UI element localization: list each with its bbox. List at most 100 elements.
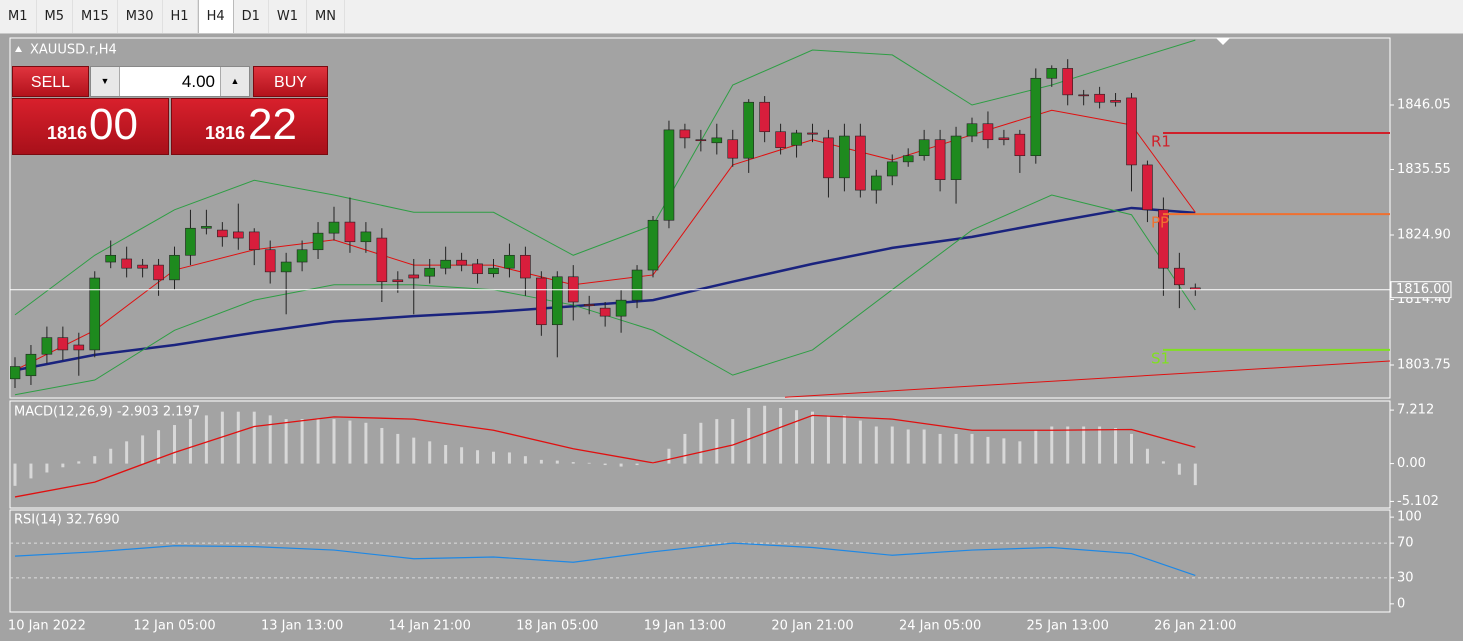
candle-body	[233, 231, 244, 239]
macd-bar	[1082, 426, 1086, 464]
candle-body	[153, 264, 164, 281]
indicator-line	[14, 206, 1196, 372]
timeframe-button[interactable]: W1	[269, 0, 308, 33]
macd-bar	[922, 429, 926, 464]
indicator-line	[14, 109, 1196, 371]
timeframe-button[interactable]: H4	[197, 0, 234, 33]
macd-bar	[1034, 430, 1038, 464]
candle-body	[1110, 100, 1121, 103]
macd-bar	[938, 433, 942, 464]
candle-body	[1142, 164, 1153, 211]
macd-bar	[348, 420, 352, 464]
lot-input[interactable]: ▼ 4.00 ▲	[90, 66, 250, 97]
ask-price[interactable]: 1816 22	[171, 98, 328, 155]
y-tick-label: 1803.75	[1397, 357, 1451, 372]
trendline	[784, 360, 1390, 398]
macd-bar	[635, 463, 639, 466]
candle-body	[312, 232, 324, 251]
candle-body	[934, 139, 946, 180]
timeframe-toolbar: M1 M5 M15 M30 H1 H4 D1 W1 MN	[0, 0, 1463, 34]
macd-bar	[874, 426, 878, 464]
macd-bar	[842, 415, 846, 464]
rsi-frame	[9, 509, 1391, 613]
candle-body	[1078, 94, 1089, 97]
macd-bar	[826, 415, 830, 464]
candle-body	[663, 129, 675, 221]
candle-body	[679, 129, 691, 139]
candle-body	[392, 279, 404, 283]
y-tick-label: 70	[1397, 536, 1414, 551]
macd-bar	[61, 463, 65, 468]
x-tick-label: 19 Jan 13:00	[644, 619, 726, 634]
candle-body	[169, 254, 180, 281]
timeframe-button[interactable]: MN	[307, 0, 345, 33]
macd-bar	[667, 448, 671, 464]
macd-bar	[93, 456, 97, 464]
macd-bar	[284, 419, 288, 464]
candle-body	[743, 101, 755, 159]
sell-button[interactable]: SELL	[12, 66, 89, 97]
x-tick-label: 26 Jan 21:00	[1154, 619, 1236, 634]
macd-bar	[1066, 426, 1070, 464]
macd-bar	[476, 450, 480, 464]
pivot-label: PP	[1151, 214, 1169, 232]
lot-up[interactable]: ▲	[220, 67, 249, 96]
candle-body	[583, 304, 595, 306]
macd-bar	[571, 462, 575, 464]
candle-body	[105, 254, 116, 263]
macd-bar	[268, 415, 272, 464]
candle-body	[631, 269, 643, 301]
current-price-box	[1390, 281, 1452, 299]
x-tick-label: 24 Jan 05:00	[899, 619, 981, 634]
x-tick-label: 10 Jan 2022	[8, 619, 86, 634]
macd-bar	[1002, 438, 1006, 464]
candle-body	[551, 276, 563, 326]
macd-bar	[236, 411, 240, 464]
x-tick-label: 20 Jan 21:00	[771, 619, 853, 634]
macd-bar	[157, 430, 161, 464]
candle-body	[647, 219, 659, 271]
y-tick-label: -5.102	[1397, 494, 1439, 509]
macd-bar	[77, 461, 81, 464]
macd-bar	[986, 436, 990, 464]
timeframe-button[interactable]: H1	[163, 0, 198, 33]
x-tick-label: 18 Jan 05:00	[516, 619, 598, 634]
candle-body	[10, 366, 21, 380]
timeframe-button[interactable]: M5	[37, 0, 73, 33]
candle-body	[886, 161, 898, 177]
macd-bar	[188, 419, 192, 464]
pivot-label: S1	[1151, 349, 1170, 367]
macd-bar	[204, 415, 208, 464]
buy-button[interactable]: BUY	[253, 66, 328, 97]
timeframe-button[interactable]: D1	[234, 0, 269, 33]
bid-price[interactable]: 1816 00	[12, 98, 169, 155]
macd-bar	[715, 419, 719, 464]
candle-body	[296, 249, 308, 263]
macd-bar	[619, 463, 623, 467]
candle-body	[982, 123, 994, 141]
candle-body	[344, 221, 356, 243]
timeframe-button[interactable]: M15	[73, 0, 118, 33]
candle-body	[440, 259, 451, 269]
y-tick-label: 100	[1397, 510, 1422, 525]
timeframe-button[interactable]: M30	[118, 0, 163, 33]
macd-bar	[109, 448, 113, 464]
macd-bar	[492, 451, 495, 464]
lot-down[interactable]: ▼	[91, 67, 120, 96]
macd-bar	[300, 419, 304, 464]
candle-body	[1046, 68, 1058, 79]
macd-bar	[364, 422, 368, 464]
x-tick-label: 25 Jan 13:00	[1027, 619, 1109, 634]
y-tick-label: 1824.90	[1397, 227, 1451, 242]
lot-value[interactable]: 4.00	[181, 72, 215, 91]
y-tick-label: 1835.55	[1397, 162, 1451, 177]
candle-body	[711, 137, 723, 144]
candle-body	[839, 135, 850, 179]
timeframe-button[interactable]: M1	[0, 0, 37, 33]
macd-bar	[1114, 427, 1118, 464]
indicator-line	[14, 194, 1196, 396]
macd-bar	[396, 433, 400, 464]
symbol-icon	[15, 46, 22, 52]
